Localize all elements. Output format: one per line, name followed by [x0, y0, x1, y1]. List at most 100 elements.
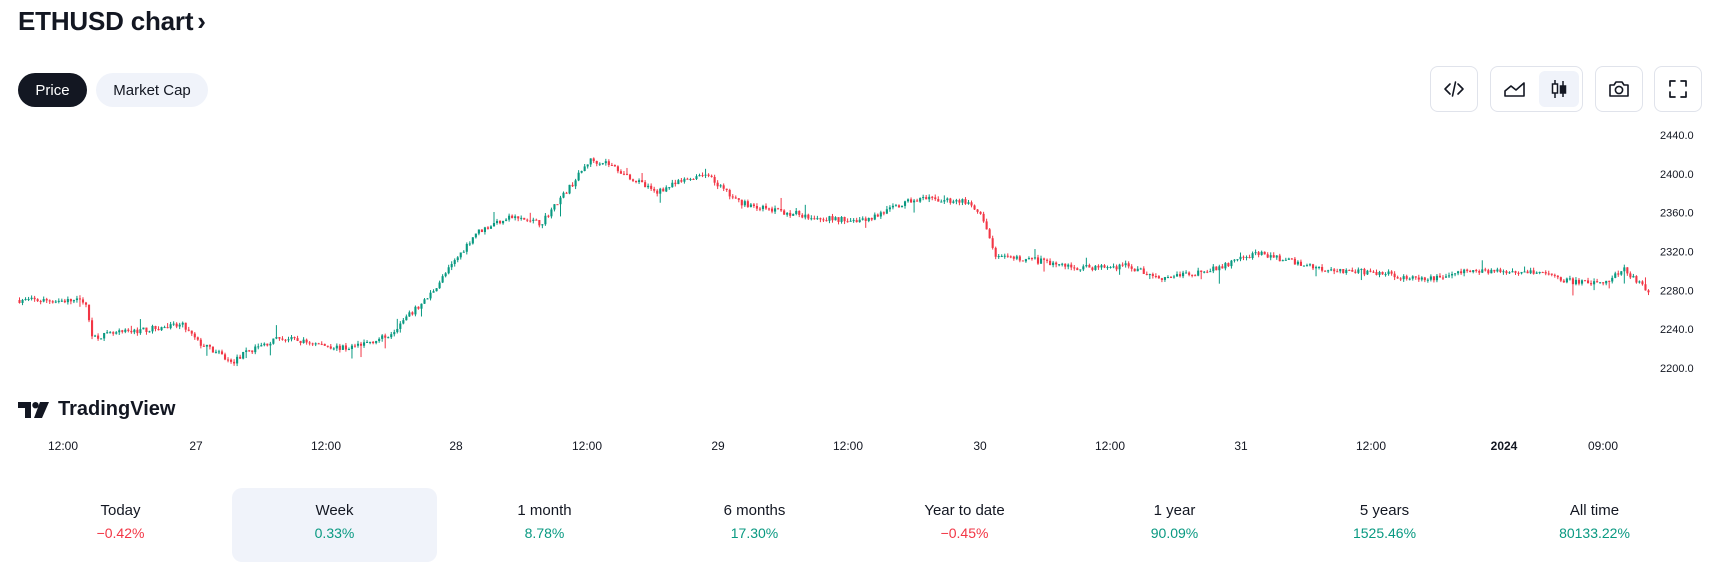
candle-body — [1602, 282, 1605, 284]
candle-body — [1260, 251, 1263, 255]
candle-body — [1154, 276, 1157, 278]
candle-body — [997, 256, 1000, 258]
candle-body — [1390, 271, 1393, 274]
candle-body — [1118, 264, 1121, 270]
candle-body — [1230, 260, 1233, 267]
candle-body — [876, 214, 879, 217]
candle-body — [1487, 270, 1490, 274]
candle-body — [1508, 272, 1511, 274]
candle-body — [1085, 265, 1088, 267]
candle-body — [190, 330, 193, 334]
candle-body — [1287, 258, 1290, 260]
candle-body — [486, 227, 490, 229]
period-5-years[interactable]: 5 years 1525.46% — [1282, 488, 1487, 562]
period-1-year[interactable]: 1 year 90.09% — [1072, 488, 1277, 562]
y-tick-label: 2440.0 — [1660, 130, 1694, 142]
candle-body — [1375, 272, 1378, 275]
candle-body — [308, 342, 311, 344]
candle-body — [1218, 266, 1221, 271]
candle-body — [1055, 262, 1058, 265]
embed-button[interactable] — [1430, 66, 1478, 112]
candle-body — [423, 299, 426, 304]
candle-body — [1577, 279, 1581, 284]
snapshot-button[interactable] — [1595, 66, 1643, 112]
candle-body — [952, 201, 955, 203]
candle-body — [495, 220, 499, 224]
candle-body — [1221, 266, 1224, 269]
candle-body — [647, 185, 650, 188]
tab-market-cap[interactable]: Market Cap — [96, 73, 208, 107]
candlestick-icon — [1551, 80, 1567, 98]
candle-body — [913, 200, 916, 203]
candle-body — [529, 220, 532, 222]
candle-body — [713, 176, 716, 183]
candle-body — [967, 202, 970, 204]
candle-body — [1209, 271, 1212, 273]
period-week[interactable]: Week 0.33% — [232, 488, 437, 562]
candle-body — [254, 346, 257, 353]
x-tick-label: 27 — [189, 439, 203, 453]
candle-body — [1647, 290, 1650, 293]
tab-price[interactable]: Price — [18, 73, 87, 107]
candle-body — [774, 208, 777, 212]
period-all-time[interactable]: All time 80133.22% — [1492, 488, 1697, 562]
candle-body — [1599, 282, 1602, 284]
candle-body — [1091, 267, 1094, 270]
candle-body — [1009, 256, 1012, 258]
candle-body — [296, 338, 299, 341]
candle-body — [1393, 273, 1396, 278]
candle-body — [810, 218, 813, 220]
candle-body — [87, 304, 91, 321]
candle-body — [1182, 272, 1185, 277]
candle-body — [1021, 260, 1024, 262]
candle-body — [178, 324, 181, 327]
candle-body — [622, 173, 626, 175]
candle-body — [1438, 275, 1442, 278]
candle-body — [1178, 274, 1182, 277]
candles-layer — [18, 157, 1650, 367]
period-change: −0.42% — [96, 525, 145, 541]
candle-body — [115, 332, 118, 334]
candle-body — [223, 354, 227, 360]
period-today[interactable]: Today −0.42% — [18, 488, 223, 562]
candle-body — [1499, 269, 1502, 273]
candle-style-button[interactable] — [1539, 71, 1579, 107]
price-chart[interactable]: 2440.0 2400.0 2360.0 2320.0 2280.0 2240.0 2200… — [0, 128, 1712, 463]
candle-body — [1070, 264, 1073, 268]
candle-body — [384, 335, 387, 338]
candle-body — [284, 339, 287, 341]
period-1-month[interactable]: 1 month 8.78% — [442, 488, 647, 562]
candle-body — [299, 340, 302, 344]
candle-body — [1175, 274, 1179, 277]
fullscreen-button[interactable] — [1654, 66, 1702, 112]
candle-body — [1547, 273, 1550, 275]
x-tick-label: 12:00 — [48, 439, 78, 453]
candle-body — [1429, 276, 1432, 280]
period-6-months[interactable]: 6 months 17.30% — [652, 488, 857, 562]
candle-body — [1245, 256, 1248, 258]
candle-body — [408, 312, 411, 317]
candle-body — [541, 224, 544, 226]
candle-body — [1305, 265, 1309, 267]
area-style-button[interactable] — [1495, 71, 1535, 107]
candle-body — [145, 327, 148, 332]
y-tick-label: 2200.0 — [1660, 363, 1694, 375]
chart-title-link[interactable]: ETHUSD chart › — [18, 6, 206, 37]
candle-body — [1580, 280, 1584, 284]
candle-body — [471, 237, 474, 244]
y-tick-label: 2320.0 — [1660, 247, 1694, 259]
candle-body — [1097, 265, 1100, 268]
candle-body — [447, 267, 450, 274]
candle-body — [749, 204, 752, 207]
period-label: Week — [315, 502, 354, 519]
candle-body — [725, 188, 728, 190]
candle-body — [166, 327, 169, 329]
candle-body — [976, 209, 979, 212]
candle-body — [574, 180, 577, 187]
period-year-to-date[interactable]: Year to date −0.45% — [862, 488, 1067, 562]
candle-body — [1559, 277, 1562, 281]
candle-body — [1466, 269, 1469, 271]
candle-body — [477, 229, 480, 234]
candle-body — [1396, 277, 1399, 279]
candle-body — [350, 345, 354, 350]
